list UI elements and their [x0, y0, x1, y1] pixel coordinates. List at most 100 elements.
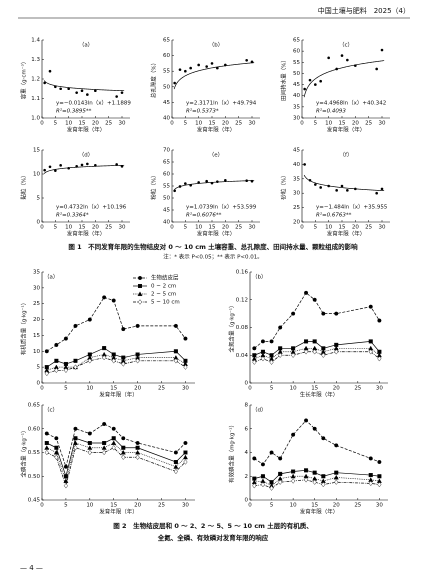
panel-label: （a）	[44, 274, 58, 281]
y-tick-label: 40	[293, 93, 300, 99]
marker	[111, 436, 116, 441]
marker	[53, 449, 59, 455]
x-tick-label: 25	[158, 386, 165, 392]
data-point	[184, 69, 187, 73]
marker	[183, 364, 188, 370]
y-tick-label: 45	[293, 82, 300, 88]
marker	[252, 359, 257, 365]
y-tick-label: 55	[163, 69, 170, 75]
legend-marker	[137, 276, 142, 281]
marker	[368, 339, 373, 344]
x-tick-label: 15	[110, 386, 117, 392]
y-tick-label: 40	[163, 116, 170, 122]
marker	[87, 449, 92, 456]
y-axis-label: 砂粒（%）	[280, 172, 288, 199]
y-tick-label: 60	[163, 172, 170, 178]
y-tick-label: 1.2	[31, 77, 40, 83]
data-point	[54, 85, 57, 89]
x-tick-label: 5	[270, 386, 274, 392]
legend-marker	[137, 299, 143, 305]
marker	[334, 443, 339, 448]
marker	[87, 431, 92, 436]
y-tick-label: 0.45	[28, 498, 41, 504]
fit-equation: y=4.4968ln（x）+40.342	[316, 100, 386, 107]
marker	[304, 477, 309, 483]
marker	[72, 440, 78, 445]
marker	[278, 456, 283, 461]
marker	[173, 323, 178, 328]
data-point	[380, 48, 384, 52]
data-point	[59, 164, 62, 167]
y-tick-label: 30	[33, 285, 40, 291]
x-axis-label: 生长年限（年）	[300, 391, 339, 399]
r-squared: R²=0.4093	[316, 108, 346, 115]
y-tick-label: 40	[293, 162, 300, 168]
x-tick-label: 0	[40, 121, 44, 127]
marker	[135, 358, 140, 364]
x-tick-label: 0	[248, 503, 252, 509]
data-point	[173, 81, 176, 85]
marker	[73, 445, 78, 451]
y-axis-label: 容重（g·cm⁻³）	[20, 59, 28, 100]
fit-equation: y=−1.484ln（x）+35.955	[316, 204, 388, 211]
x-tick-label: 10	[65, 225, 72, 231]
x-tick-label: 30	[379, 225, 386, 231]
y-tick-label: 1.3	[31, 57, 40, 63]
fit-curve	[43, 80, 125, 92]
marker	[260, 339, 265, 344]
marker	[312, 479, 317, 485]
y-tick-label: 60	[293, 49, 300, 55]
marker	[278, 325, 283, 330]
marker	[102, 295, 107, 300]
marker	[121, 445, 126, 450]
marker	[87, 441, 92, 446]
marker	[173, 450, 178, 455]
marker	[121, 436, 126, 441]
data-point	[245, 58, 248, 62]
marker	[252, 456, 257, 461]
data-point	[340, 54, 344, 57]
series-line	[46, 442, 186, 483]
marker	[278, 479, 283, 485]
data-point	[178, 185, 182, 188]
fit-curve	[173, 180, 255, 191]
figure1-note: 注：* 表示 P<0.05；** 表示 P<0.01。	[163, 253, 263, 261]
x-tick-label: 25	[105, 225, 112, 231]
data-point	[335, 67, 338, 71]
y-tick-label: 60	[163, 53, 170, 59]
marker	[54, 436, 59, 441]
y-tick-label: 20	[33, 317, 40, 323]
x-tick-label: 15	[79, 225, 86, 231]
data-point	[380, 187, 384, 191]
x-tick-label: 0	[300, 121, 304, 127]
x-tick-label: 10	[86, 503, 93, 509]
marker	[111, 298, 116, 303]
data-point	[86, 93, 89, 96]
marker	[312, 339, 317, 344]
x-tick-label: 20	[92, 121, 99, 127]
y-tick-label: 10	[33, 172, 40, 178]
marker	[173, 349, 178, 354]
y-axis-label: 有机质含量（g·kg⁻¹）	[20, 300, 28, 356]
x-tick-label: 10	[290, 503, 297, 509]
y-tick-label: 6	[245, 426, 249, 432]
data-point	[354, 64, 357, 67]
y-tick-label: 0.08	[236, 325, 249, 331]
marker	[269, 359, 274, 365]
x-tick-label: 15	[311, 386, 318, 392]
x-tick-label: 10	[195, 225, 202, 231]
marker	[173, 358, 178, 364]
marker	[368, 304, 373, 309]
marker	[183, 336, 188, 341]
x-tick-label: 25	[235, 225, 242, 231]
data-point	[48, 69, 52, 73]
marker	[54, 358, 59, 363]
data-point	[319, 79, 322, 83]
legend-label: 0 ~ 2 cm	[151, 284, 176, 290]
fit-curve	[303, 60, 385, 98]
panel-label: （d）	[252, 407, 267, 414]
marker	[44, 445, 50, 450]
data-point	[205, 65, 208, 68]
